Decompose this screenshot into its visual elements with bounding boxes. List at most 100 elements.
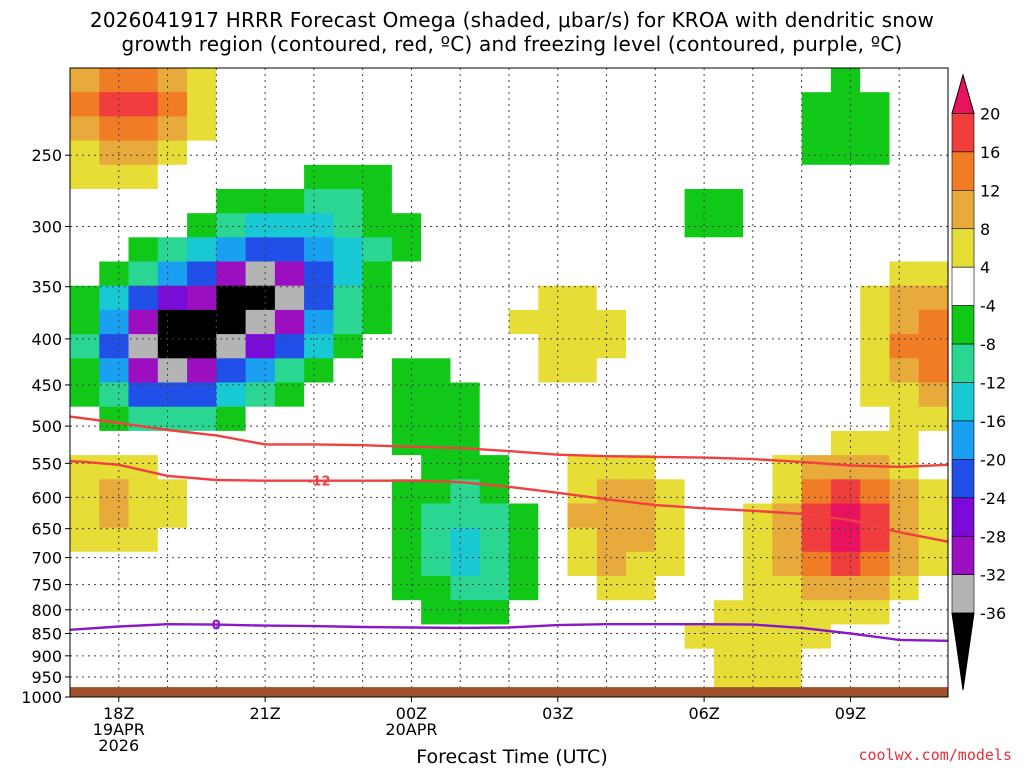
omega-cell <box>274 455 305 480</box>
omega-cell <box>713 116 744 142</box>
omega-cell <box>801 406 832 432</box>
y-tick-label: 1000 <box>21 688 62 707</box>
omega-cell <box>216 285 247 311</box>
omega-cell <box>713 382 744 408</box>
omega-cell <box>713 576 744 601</box>
omega-cell <box>772 285 803 311</box>
omega-cell <box>538 527 569 553</box>
omega-cell <box>274 624 305 650</box>
colorbar-label: -8 <box>980 335 996 354</box>
colorbar-label: -16 <box>980 412 1006 431</box>
omega-cell <box>157 334 188 359</box>
omega-cell <box>655 164 686 190</box>
omega-cell <box>830 430 861 456</box>
omega-cell <box>538 503 569 529</box>
omega-cell <box>860 551 891 577</box>
omega-cell <box>772 140 803 166</box>
omega-cell <box>538 600 569 625</box>
omega-cell <box>509 92 539 117</box>
omega-cell <box>304 237 334 263</box>
omega-cell <box>362 624 393 650</box>
omega-cell <box>187 261 217 287</box>
omega-cell <box>684 213 715 238</box>
omega-cell <box>596 576 627 601</box>
omega-cell <box>713 624 744 650</box>
omega-cell <box>99 358 130 384</box>
omega-cell <box>655 576 686 601</box>
omega-cell <box>99 334 130 359</box>
omega-cell <box>655 92 686 117</box>
colorbar-segment <box>951 305 975 345</box>
omega-cell <box>889 309 920 335</box>
omega-cell <box>509 334 539 359</box>
omega-cell <box>391 527 422 553</box>
omega-cell <box>333 164 364 190</box>
omega-cell <box>245 116 276 142</box>
omega-cell <box>216 92 247 117</box>
omega-cell <box>99 503 130 529</box>
colorbar-label: 4 <box>980 258 990 277</box>
omega-cell <box>889 648 920 674</box>
omega-cell <box>918 68 949 93</box>
omega-cell <box>538 285 569 311</box>
omega-cell <box>333 309 364 335</box>
omega-cell <box>509 576 539 601</box>
omega-cell <box>801 68 832 93</box>
omega-cell <box>450 68 481 93</box>
colorbar-label: 20 <box>980 104 1000 123</box>
omega-cell <box>860 68 891 93</box>
omega-cell <box>245 334 276 359</box>
omega-cell <box>128 382 159 408</box>
contour-line <box>69 622 949 642</box>
omega-cell <box>772 527 803 553</box>
omega-cell <box>128 213 159 238</box>
omega-cell <box>509 551 539 577</box>
omega-cell <box>918 92 949 117</box>
omega-cell <box>304 116 334 142</box>
omega-cell <box>333 237 364 263</box>
omega-cell <box>626 334 656 359</box>
omega-cell <box>713 406 744 432</box>
omega-cell <box>772 189 803 214</box>
omega-cell <box>362 92 393 117</box>
omega-cell <box>538 551 569 577</box>
omega-cell <box>362 600 393 625</box>
omega-cell <box>830 285 861 311</box>
x-tick-label: 09Z <box>835 704 866 723</box>
omega-cell <box>713 648 744 674</box>
omega-cell <box>304 358 334 384</box>
omega-cell <box>245 455 276 480</box>
omega-cell <box>187 358 217 384</box>
contour-line <box>69 415 949 469</box>
omega-cell <box>479 261 510 287</box>
omega-cell <box>684 551 715 577</box>
omega-cell <box>889 334 920 359</box>
omega-cell <box>391 503 422 529</box>
omega-cell <box>801 455 832 480</box>
omega-cell <box>743 261 773 287</box>
omega-cell <box>479 551 510 577</box>
colorbar-top-triangle <box>951 73 975 114</box>
omega-cell <box>245 624 276 650</box>
omega-cell <box>157 261 188 287</box>
omega-cell <box>479 527 510 553</box>
omega-cell <box>626 237 656 263</box>
omega-cell <box>889 430 920 456</box>
omega-cell <box>245 527 276 553</box>
omega-cell <box>567 382 598 408</box>
omega-cell <box>830 261 861 287</box>
omega-cell <box>274 140 305 166</box>
colorbar-label: -32 <box>980 566 1006 585</box>
omega-cell <box>362 189 393 214</box>
omega-cell <box>157 140 188 166</box>
omega-cell <box>99 648 130 674</box>
omega-cell <box>128 164 159 190</box>
omega-cell <box>918 479 949 505</box>
colorbar-label: 8 <box>980 220 990 239</box>
omega-cell <box>801 116 832 142</box>
omega-cell <box>626 430 656 456</box>
y-tick-label: 700 <box>31 549 62 568</box>
omega-cell <box>860 430 891 456</box>
omega-cell <box>889 600 920 625</box>
omega-cell <box>655 648 686 674</box>
